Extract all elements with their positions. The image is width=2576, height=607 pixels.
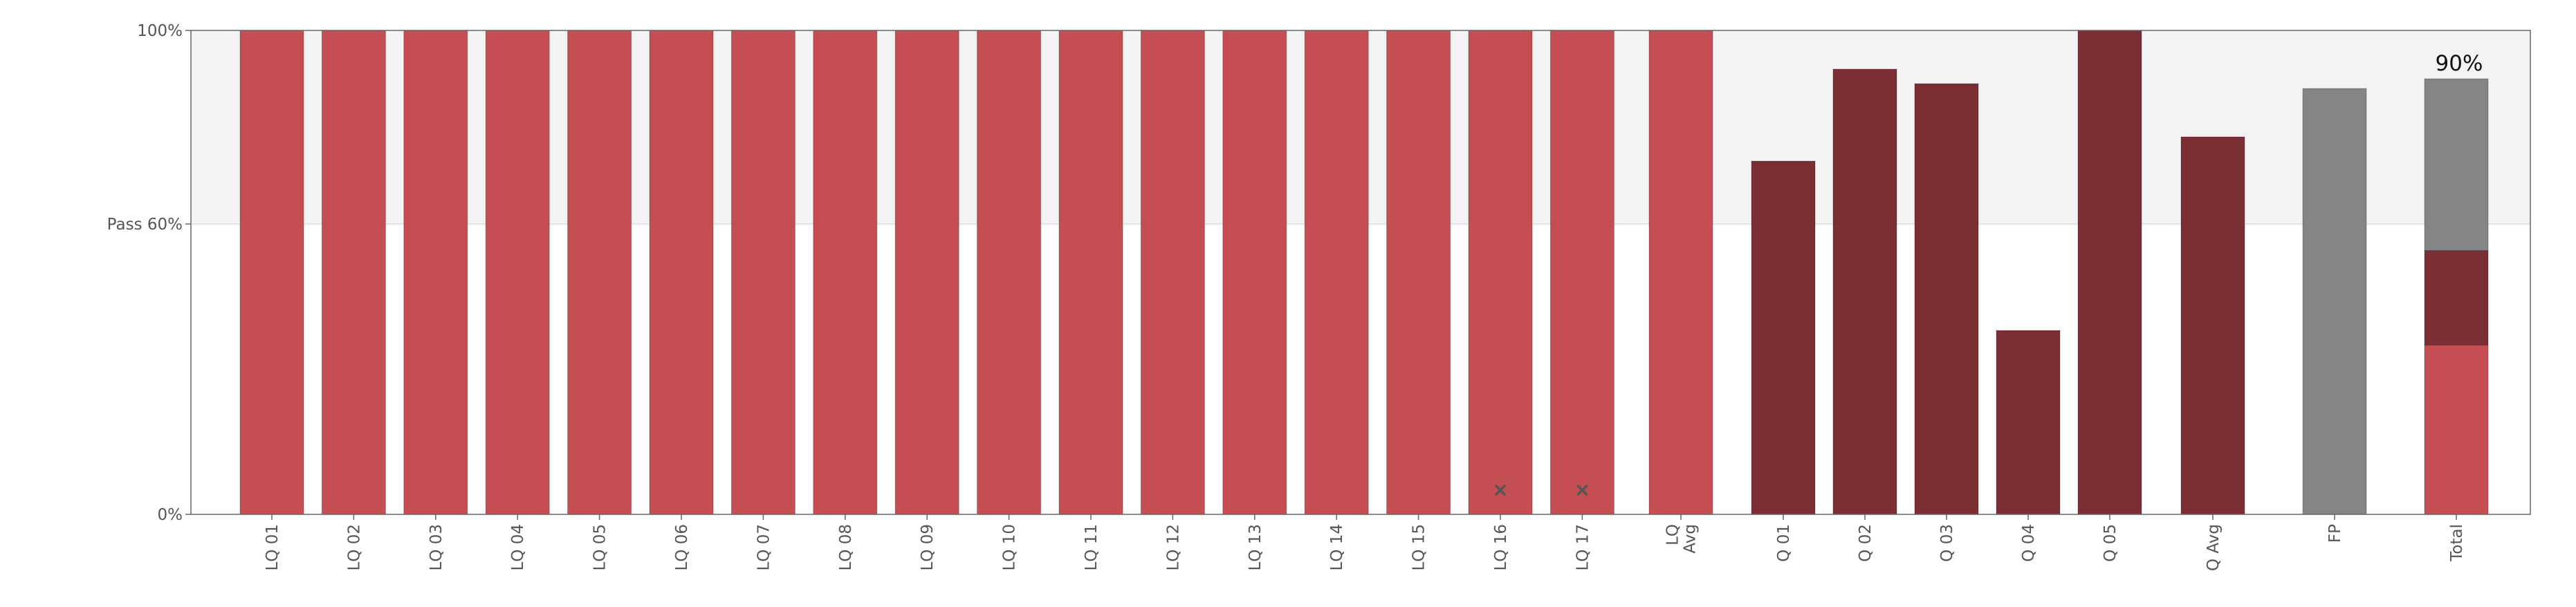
bar-lq-avg [1648, 30, 1713, 515]
bar-lq-09 [894, 30, 959, 515]
x-tick-label-lq-11: LQ 11 [1083, 524, 1101, 571]
x-axis-ticks: LQ 01 LQ 02 LQ 03 LQ 04 LQ 05 LQ 06 LQ 07 LQ 08… [264, 514, 2466, 571]
x-tick-label-lq-02: LQ 02 [345, 524, 363, 571]
bar-lq-10 [977, 30, 1042, 515]
y-axis-ticks: 0% Pass 60% 100% [107, 22, 191, 524]
missing-marker-lq-16 [1495, 485, 1506, 496]
x-tick-label-q-01: Q 01 [1775, 524, 1793, 562]
x-tick-label-lq-07: LQ 07 [755, 524, 773, 571]
data-labels: 90% [2436, 51, 2483, 76]
y-tick-label: 0% [158, 506, 183, 524]
x-tick-label-q-04: Q 04 [2020, 524, 2038, 562]
bar-lq-04 [485, 30, 550, 515]
x-tick-label-lq-06: LQ 06 [673, 524, 691, 571]
x-tick-label-lq-16: LQ 16 [1492, 524, 1510, 571]
bar-lq-02 [321, 30, 386, 515]
x-tick-label-lq-04: LQ 04 [509, 524, 527, 571]
x-tick-label-lq-14: LQ 14 [1328, 524, 1346, 571]
x-tick-label-total: Total [2448, 524, 2466, 562]
missing-markers [1495, 485, 1588, 496]
y-tick-label: 100% [137, 22, 183, 40]
bar-lq-13 [1222, 30, 1287, 515]
x-tick-label-q-05: Q 05 [2101, 524, 2119, 562]
bar-lq-16 [1468, 30, 1533, 515]
bar-lq-03 [403, 30, 468, 515]
x-tick-label-lq-15: LQ 15 [1410, 524, 1428, 571]
x-tick-label-lq-03: LQ 03 [427, 524, 445, 571]
bar-lq-11 [1058, 30, 1123, 515]
y-tick-label: Pass 60% [107, 216, 183, 234]
missing-marker-lq-17 [1576, 485, 1588, 496]
bar-lq-12 [1140, 30, 1205, 515]
bar-q-01 [1751, 160, 1816, 515]
bar-lq-06 [649, 30, 714, 515]
bar-lq-17 [1549, 30, 1614, 515]
x-tick-label-lq-01: LQ 01 [264, 524, 282, 571]
x-tick-label-q-avg: Q Avg [2205, 524, 2223, 571]
x-tick-label-q-03: Q 03 [1938, 524, 1956, 562]
bar-total-segment-fp [2424, 78, 2489, 251]
bar-total-segment-lq [2424, 344, 2489, 515]
plot-frame [190, 30, 2531, 515]
x-tick-label-lq-avg: LQAvg [1664, 524, 1700, 554]
x-tick-label-lq-09: LQ 09 [919, 524, 937, 571]
bar-total-segment-q [2424, 250, 2489, 346]
x-tick-label-lq-12: LQ 12 [1164, 524, 1182, 571]
bar-q-02 [1832, 68, 1897, 515]
x-tick-label-lq-05: LQ 05 [591, 524, 609, 571]
x-tick-label-lq-10: LQ 10 [1001, 524, 1019, 571]
bar-fp [2302, 88, 2367, 515]
bar-lq-07 [730, 30, 795, 515]
x-tick-label-lq-17: LQ 17 [1574, 524, 1592, 571]
bar-lq-08 [813, 30, 878, 515]
bar-q-05 [2077, 30, 2142, 515]
bar-q-avg [2180, 136, 2245, 515]
bar-q-04 [1996, 330, 2061, 515]
x-tick-label-fp: FP [2326, 524, 2344, 543]
x-tick-label-lq-08: LQ 08 [837, 524, 855, 571]
bar-lq-05 [567, 30, 632, 515]
x-tick-label-q-02: Q 02 [1857, 524, 1875, 562]
bar-lq-15 [1386, 30, 1451, 515]
x-tick-label-lq-13: LQ 13 [1246, 524, 1264, 571]
bar-q-03 [1914, 83, 1979, 515]
bars [239, 30, 2489, 515]
bar-lq-01 [239, 30, 304, 515]
bar-lq-14 [1304, 30, 1369, 515]
data-label-total: 90% [2436, 51, 2483, 76]
